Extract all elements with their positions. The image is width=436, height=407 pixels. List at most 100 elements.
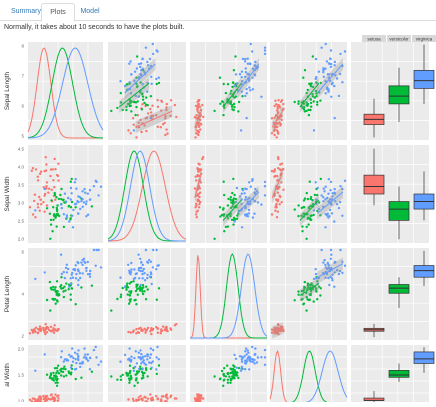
scatter-point-virginica bbox=[75, 203, 77, 205]
scatter-point-virginica bbox=[139, 270, 141, 272]
scatter-point-setosa bbox=[54, 199, 56, 201]
scatter-point-versicolor bbox=[233, 69, 235, 71]
scatter-point-versicolor bbox=[130, 375, 132, 377]
panel-background bbox=[28, 42, 103, 140]
scatter-point-virginica bbox=[150, 76, 152, 78]
scatter-point-virginica bbox=[70, 367, 72, 369]
scatter-point-virginica bbox=[63, 213, 65, 215]
scatter-point-versicolor bbox=[314, 194, 316, 196]
scatter-point-setosa bbox=[166, 132, 168, 134]
scatter-point-setosa bbox=[277, 104, 279, 106]
scatter-point-versicolor bbox=[313, 100, 315, 102]
tab-model[interactable]: Model bbox=[75, 3, 105, 21]
scatter-point-virginica bbox=[135, 350, 137, 352]
scatter-point-virginica bbox=[72, 209, 74, 211]
scatter-point-virginica bbox=[95, 356, 97, 358]
scatter-point-virginica bbox=[76, 261, 78, 263]
scatter-point-versicolor bbox=[222, 207, 224, 209]
scatter-point-versicolor bbox=[58, 372, 60, 374]
scatter-point-versicolor bbox=[305, 238, 307, 240]
scatter-point-virginica bbox=[72, 357, 74, 359]
scatter-point-virginica bbox=[328, 178, 330, 180]
scatter-point-versicolor bbox=[91, 205, 93, 207]
scatter-point-versicolor bbox=[138, 287, 140, 289]
scatter-point-setosa bbox=[39, 173, 41, 175]
scatter-point-versicolor bbox=[308, 114, 310, 116]
scatter-point-setosa bbox=[194, 136, 196, 138]
scatter-point-setosa bbox=[157, 99, 159, 101]
scatter-point-virginica bbox=[313, 129, 315, 131]
scatter-point-virginica bbox=[134, 366, 136, 368]
scatter-point-setosa bbox=[54, 393, 56, 395]
scatter-point-virginica bbox=[156, 265, 158, 267]
scatter-point-virginica bbox=[87, 360, 89, 362]
box-versicolor bbox=[389, 285, 409, 294]
scatter-point-versicolor bbox=[313, 214, 315, 216]
scatter-point-setosa bbox=[174, 104, 176, 106]
scatter-point-versicolor bbox=[63, 226, 65, 228]
scatter-point-setosa bbox=[51, 330, 53, 332]
scatter-point-virginica bbox=[322, 261, 324, 263]
scatter-point-setosa bbox=[135, 332, 137, 334]
y-tick-label: 6 bbox=[21, 104, 24, 109]
scatter-point-virginica bbox=[64, 277, 66, 279]
scatter-point-versicolor bbox=[297, 103, 299, 105]
scatter-point-versicolor bbox=[60, 287, 62, 289]
scatter-point-versicolor bbox=[65, 374, 67, 376]
scatter-point-virginica bbox=[244, 360, 246, 362]
scatter-point-versicolor bbox=[313, 300, 315, 302]
scatter-point-setosa bbox=[130, 331, 132, 333]
scatter-point-versicolor bbox=[130, 290, 132, 292]
scatter-point-versicolor bbox=[304, 69, 306, 71]
scatter-point-virginica bbox=[119, 80, 121, 82]
scatter-point-setosa bbox=[195, 213, 197, 215]
scatter-point-setosa bbox=[40, 199, 42, 201]
scatter-point-virginica bbox=[239, 355, 241, 357]
scatter-point-versicolor bbox=[139, 289, 141, 291]
scatter-point-virginica bbox=[141, 58, 143, 60]
scatter-point-virginica bbox=[44, 271, 46, 273]
scatter-point-setosa bbox=[54, 324, 56, 326]
scatter-point-versicolor bbox=[126, 374, 128, 376]
scatter-point-setosa bbox=[50, 168, 52, 170]
scatter-point-virginica bbox=[95, 180, 97, 182]
scatter-point-virginica bbox=[322, 67, 324, 69]
scatter-point-setosa bbox=[139, 327, 141, 329]
scatter-point-virginica bbox=[328, 63, 330, 65]
box-virginica bbox=[414, 266, 434, 278]
scatter-point-versicolor bbox=[129, 300, 131, 302]
scatter-point-setosa bbox=[274, 210, 276, 212]
scatter-point-versicolor bbox=[145, 96, 147, 98]
scatter-point-versicolor bbox=[135, 303, 137, 305]
scatter-point-virginica bbox=[75, 178, 77, 180]
scatter-point-virginica bbox=[326, 214, 328, 216]
scatter-point-versicolor bbox=[116, 107, 118, 109]
scatter-point-virginica bbox=[247, 63, 249, 65]
scatter-point-virginica bbox=[155, 78, 157, 80]
scatter-point-virginica bbox=[75, 277, 77, 279]
scatter-point-setosa bbox=[198, 126, 200, 128]
scatter-point-virginica bbox=[245, 67, 247, 69]
scatter-point-virginica bbox=[119, 361, 121, 363]
scatter-point-versicolor bbox=[142, 284, 144, 286]
scatter-point-setosa bbox=[39, 210, 41, 212]
scatter-point-versicolor bbox=[68, 370, 70, 372]
scatter-point-setosa bbox=[277, 107, 279, 109]
scatter-point-virginica bbox=[68, 220, 70, 222]
scatter-point-versicolor bbox=[233, 106, 235, 108]
scatter-point-virginica bbox=[334, 61, 336, 63]
scatter-point-versicolor bbox=[233, 194, 235, 196]
scatter-point-versicolor bbox=[226, 365, 228, 367]
scatter-point-virginica bbox=[156, 50, 158, 52]
scatter-point-virginica bbox=[71, 347, 73, 349]
scatter-point-setosa bbox=[150, 333, 152, 335]
scatter-point-setosa bbox=[29, 332, 31, 334]
scatter-point-setosa bbox=[37, 399, 39, 401]
scatter-point-virginica bbox=[79, 196, 81, 198]
scatter-point-virginica bbox=[323, 190, 325, 192]
scatter-point-virginica bbox=[264, 47, 266, 49]
tab-plots[interactable]: Plots bbox=[41, 3, 75, 22]
scatter-point-virginica bbox=[244, 95, 246, 97]
scatter-point-versicolor bbox=[141, 290, 143, 292]
scatter-point-versicolor bbox=[150, 95, 152, 97]
